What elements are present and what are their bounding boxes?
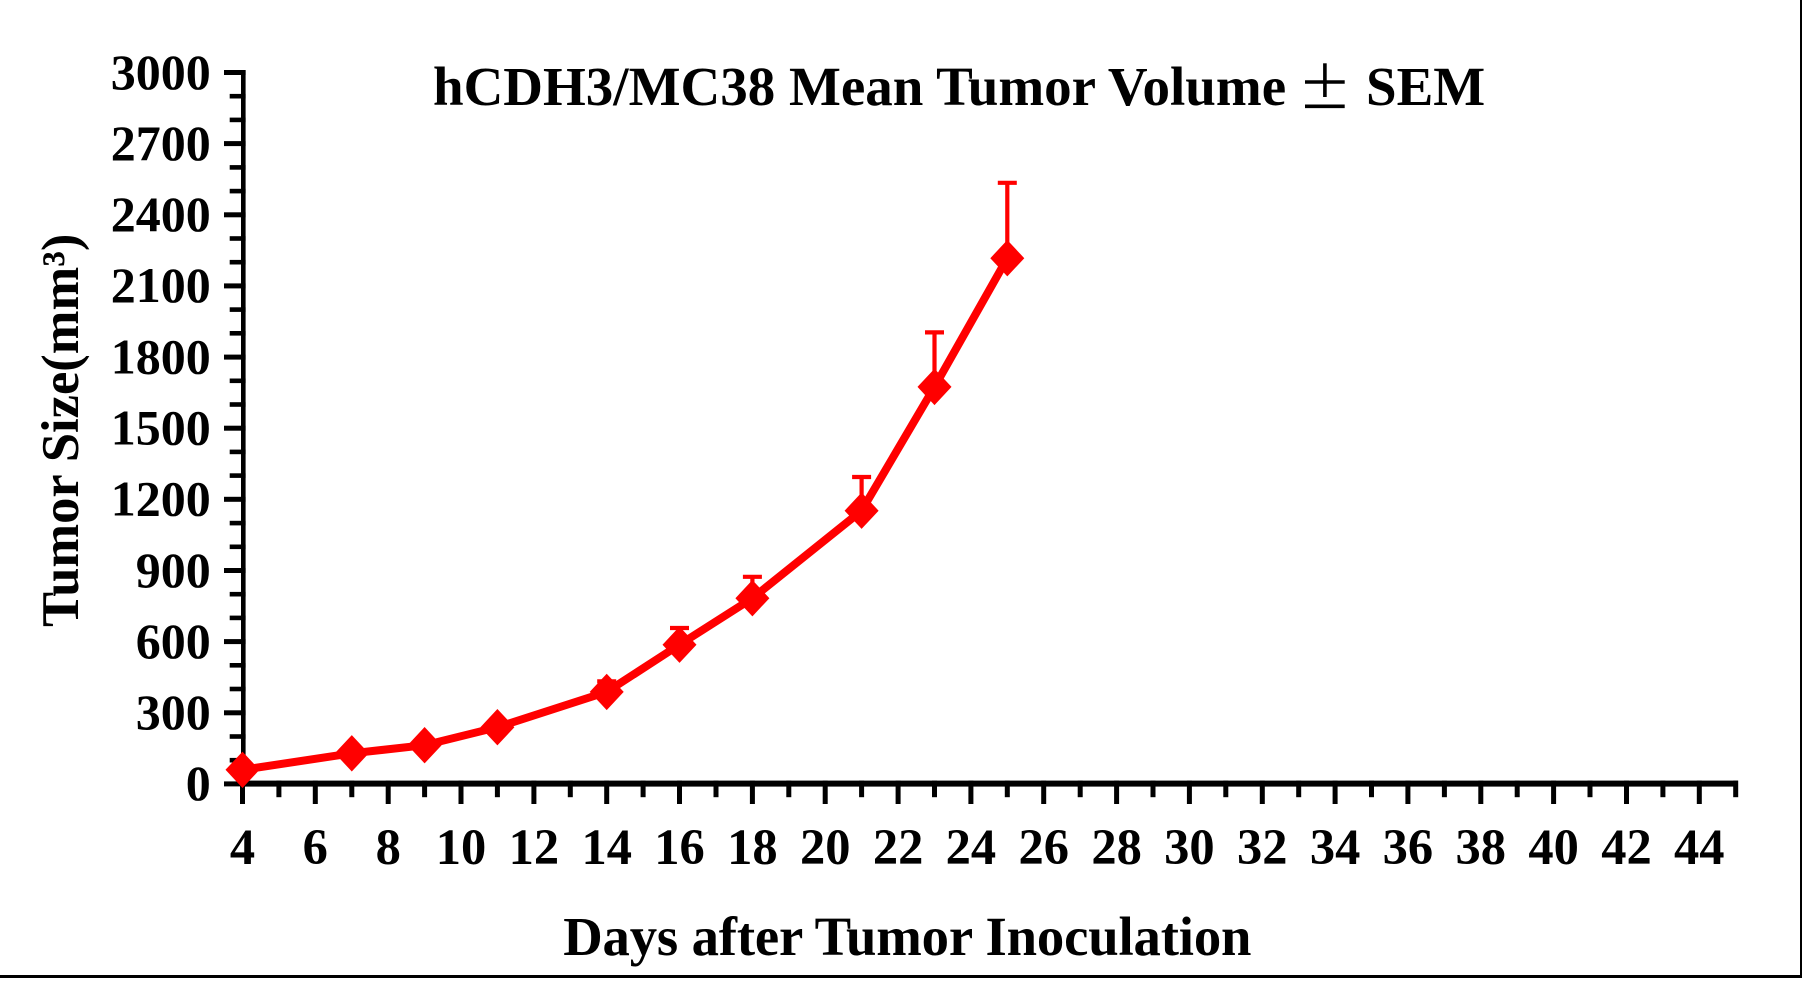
svg-text:300: 300 — [136, 684, 211, 740]
svg-text:2100: 2100 — [111, 257, 211, 313]
svg-text:1200: 1200 — [111, 471, 211, 527]
svg-text:8: 8 — [376, 819, 401, 875]
svg-text:12: 12 — [509, 819, 560, 875]
svg-text:36: 36 — [1383, 819, 1434, 875]
svg-text:14: 14 — [581, 819, 632, 875]
svg-text:hCDH3/MC38 Mean Tumor Volume: hCDH3/MC38 Mean Tumor Volume — [433, 56, 1286, 117]
svg-text:0: 0 — [186, 755, 211, 811]
svg-text:24: 24 — [946, 819, 997, 875]
svg-text:SEM: SEM — [1366, 56, 1485, 117]
svg-text:40: 40 — [1528, 819, 1579, 875]
svg-text:42: 42 — [1601, 819, 1652, 875]
svg-text:1500: 1500 — [111, 400, 211, 456]
svg-text:Days after Tumor Inoculation: Days after Tumor Inoculation — [563, 906, 1251, 967]
svg-text:2400: 2400 — [111, 186, 211, 242]
svg-text:900: 900 — [136, 542, 211, 598]
svg-text:2700: 2700 — [111, 115, 211, 171]
svg-text:32: 32 — [1237, 819, 1288, 875]
svg-text:16: 16 — [654, 819, 705, 875]
svg-text:44: 44 — [1674, 819, 1725, 875]
svg-text:26: 26 — [1018, 819, 1069, 875]
svg-text:Tumor Size(mm³): Tumor Size(mm³) — [32, 234, 90, 627]
svg-text:28: 28 — [1091, 819, 1142, 875]
svg-text:4: 4 — [230, 819, 255, 875]
svg-text:1800: 1800 — [111, 328, 211, 384]
svg-text:38: 38 — [1456, 819, 1507, 875]
svg-text:22: 22 — [873, 819, 924, 875]
svg-text:6: 6 — [303, 819, 328, 875]
svg-text:34: 34 — [1310, 819, 1361, 875]
svg-text:3000: 3000 — [111, 44, 211, 100]
svg-text:10: 10 — [436, 819, 487, 875]
svg-text:30: 30 — [1164, 819, 1215, 875]
svg-text:600: 600 — [136, 613, 211, 669]
svg-text:18: 18 — [727, 819, 778, 875]
svg-text:20: 20 — [800, 819, 851, 875]
